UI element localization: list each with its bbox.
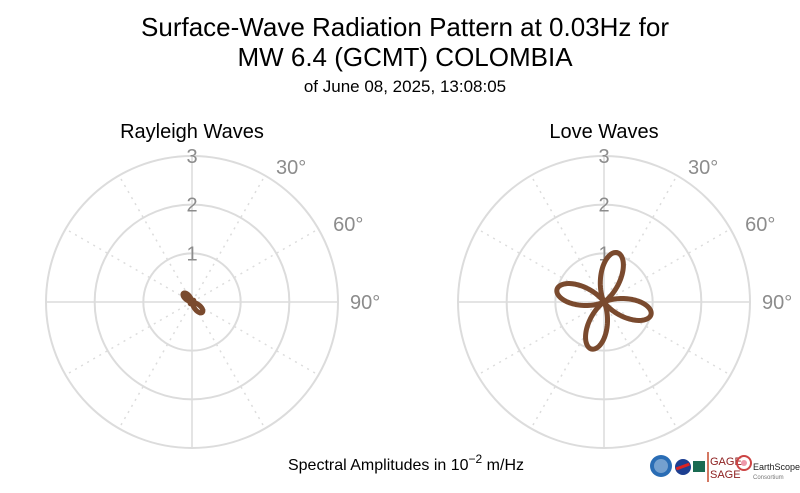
earthscope-logo-mark <box>736 455 752 471</box>
radial-tick-label: 2 <box>598 195 609 217</box>
angular-gridline <box>118 301 193 429</box>
angle-tick-label: 30° <box>688 157 718 179</box>
radial-gridline <box>554 252 654 352</box>
angular-gridline <box>65 301 193 376</box>
sponsor-logos: GAGE SAGE EarthScope Consortium <box>650 452 800 482</box>
angular-gridline <box>65 228 193 303</box>
radial-gridline <box>45 155 339 449</box>
radial-tick-label: 3 <box>598 146 609 168</box>
figure-title-line2: MW 6.4 (GCMT) COLOMBIA <box>237 42 573 72</box>
radial-tick-label: 1 <box>186 243 197 265</box>
radial-tick-label: 3 <box>186 146 197 168</box>
amplitude-unit: m/Hz <box>482 457 524 474</box>
figure-title-line1: Surface-Wave Radiation Pattern at 0.03Hz… <box>141 12 669 42</box>
angular-gridline <box>191 175 266 303</box>
angle-tick-label: 90° <box>350 292 380 314</box>
love-polar-plot: 1 2 3 30° 60° 90° <box>457 146 792 449</box>
amplitude-prefix: Spectral Amplitudes in 10 <box>288 457 469 474</box>
rayleigh-polar-plot: 1 2 3 30° 60° 90° <box>45 146 380 449</box>
rayleigh-panel-title: Rayleigh Waves <box>120 121 264 143</box>
angle-tick-label: 90° <box>762 292 792 314</box>
figure-subtitle: of June 08, 2025, 13:08:05 <box>304 77 506 96</box>
angle-tick-label: 60° <box>333 214 363 236</box>
radial-gridline <box>142 252 242 352</box>
angular-gridline <box>603 301 731 376</box>
nsf-logo <box>650 455 672 477</box>
amplitude-exponent: −2 <box>469 452 483 466</box>
angular-gridline <box>530 301 605 429</box>
earthscope-logo-text: EarthScope <box>753 462 800 472</box>
angular-gridline <box>477 228 605 303</box>
love-panel-title: Love Waves <box>549 121 658 143</box>
radial-gridline <box>93 203 291 401</box>
sage-logo-text: SAGE <box>710 469 741 481</box>
radial-gridline <box>457 155 751 449</box>
usgs-logo <box>693 461 705 472</box>
gage-logo-text: GAGE <box>710 456 742 468</box>
angular-gridline <box>191 301 319 376</box>
angle-tick-label: 30° <box>276 157 306 179</box>
amplitude-units-caption: Spectral Amplitudes in 10−2 m/Hz <box>288 452 524 474</box>
angular-gridline <box>118 175 193 303</box>
angular-gridline <box>191 301 266 429</box>
radiation-pattern-curve <box>554 249 654 352</box>
radial-tick-label: 2 <box>186 195 197 217</box>
radial-tick-label: 1 <box>598 243 609 265</box>
nasa-logo <box>675 459 691 475</box>
angular-gridline <box>603 175 678 303</box>
radiation-pattern-curve <box>180 290 206 316</box>
angle-tick-label: 60° <box>745 214 775 236</box>
radial-gridline <box>505 203 703 401</box>
angular-gridline <box>191 228 319 303</box>
consortium-logo-text: Consortium <box>753 475 784 481</box>
